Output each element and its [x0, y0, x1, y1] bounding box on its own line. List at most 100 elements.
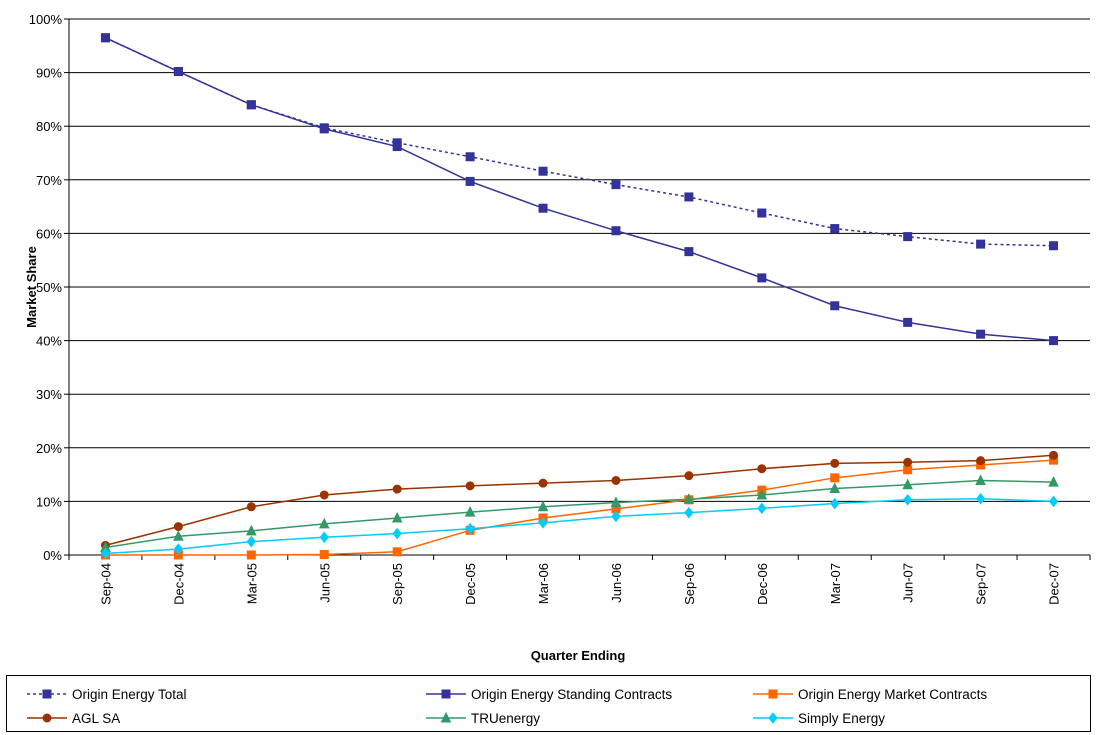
y-tick-labels: 0% 10% 20% 30% 40% 50% 60% 70% 80% 90% 100% — [29, 12, 63, 563]
series-line — [105, 454, 1054, 547]
data-point — [318, 517, 330, 529]
data-point — [829, 482, 841, 494]
data-point — [465, 481, 475, 491]
x-tick-label: Sep-07 — [974, 563, 989, 605]
legend-item: AGL SA — [27, 711, 120, 726]
data-point — [246, 100, 256, 110]
series-0 — [100, 33, 1059, 251]
y-tick-label: 60% — [36, 226, 62, 241]
data-point — [1049, 336, 1059, 346]
legend-marker — [440, 711, 452, 723]
legend-item: Origin Energy Total — [27, 687, 187, 702]
data-point — [1049, 450, 1059, 460]
data-point — [465, 152, 475, 162]
legend-item: TRUenergy — [426, 711, 540, 726]
data-point — [391, 511, 403, 523]
data-point — [464, 506, 476, 517]
legend-marker — [768, 689, 778, 699]
x-tick-label: Dec-06 — [755, 563, 770, 605]
data-point — [684, 471, 694, 481]
legend-marker — [441, 689, 451, 699]
data-point — [756, 488, 768, 500]
data-point — [902, 478, 913, 490]
data-point — [611, 510, 621, 523]
data-point — [319, 124, 329, 134]
data-point — [392, 142, 402, 152]
data-point — [610, 496, 622, 507]
series-line — [105, 497, 1054, 555]
x-tick-label: Mar-06 — [536, 563, 551, 604]
legend-item: Origin Energy Standing Contracts — [426, 687, 672, 702]
legend-label: AGL SA — [72, 711, 120, 726]
y-tick-label: 50% — [36, 280, 62, 295]
x-axis-title: Quarter Ending — [531, 648, 626, 663]
legend-label: Origin Energy Total — [72, 687, 187, 702]
x-tick-labels: Sep-04 Dec-04 Mar-05 Jun-05 Sep-05 Dec-05 Mar-… — [98, 563, 1061, 605]
x-tick-label: Dec-04 — [171, 563, 186, 605]
data-point — [392, 484, 402, 494]
data-point — [975, 492, 986, 505]
data-point — [173, 543, 184, 555]
series-1 — [100, 33, 1059, 346]
y-tick-label: 80% — [36, 119, 62, 134]
legend-item: Origin Energy Market Contracts — [753, 687, 987, 702]
data-point — [100, 33, 110, 43]
legend-box — [6, 675, 1091, 732]
x-tick-label: Jun-07 — [901, 563, 916, 603]
data-point — [757, 502, 767, 515]
data-point — [173, 530, 184, 541]
x-tick-label: Mar-07 — [828, 563, 843, 604]
x-tick-label: Sep-05 — [390, 563, 405, 605]
data-point — [975, 474, 986, 485]
series-5 — [100, 492, 1059, 560]
data-point — [246, 535, 256, 548]
data-point — [903, 493, 913, 506]
data-point — [392, 527, 402, 540]
legend-marker — [768, 712, 778, 724]
data-point — [684, 192, 694, 202]
data-point — [830, 473, 840, 483]
x-tick-label: Jun-05 — [317, 563, 332, 603]
series-line — [105, 479, 1054, 549]
data-point — [173, 67, 183, 77]
series-line — [105, 37, 1054, 342]
data-point — [173, 522, 183, 532]
series-3 — [100, 450, 1059, 550]
data-point — [757, 273, 767, 283]
legend-marker — [42, 713, 52, 723]
data-point — [246, 550, 256, 560]
gridlines — [64, 18, 1091, 560]
series-4 — [100, 474, 1059, 552]
y-tick-label: 90% — [36, 66, 62, 81]
data-point — [538, 517, 548, 529]
x-tick-label: Sep-04 — [98, 563, 113, 605]
legend-label: Origin Energy Standing Contracts — [471, 687, 672, 702]
data-point — [538, 203, 548, 213]
series-line — [105, 459, 1054, 556]
data-point — [976, 456, 986, 466]
data-point — [903, 317, 913, 327]
y-tick-label: 30% — [36, 387, 62, 402]
data-point — [1049, 241, 1059, 251]
legend-item: Simply Energy — [753, 711, 885, 726]
y-tick-label: 0% — [43, 548, 62, 563]
data-point — [611, 180, 621, 190]
series-2 — [100, 455, 1059, 560]
data-point — [903, 465, 913, 475]
y-tick-label: 100% — [29, 12, 63, 27]
data-point — [683, 493, 695, 504]
data-point — [246, 502, 256, 512]
data-point — [830, 301, 840, 311]
legend-label: TRUenergy — [471, 711, 540, 726]
data-point — [319, 531, 329, 544]
data-point — [611, 475, 621, 485]
data-point — [611, 226, 621, 236]
data-point — [757, 464, 767, 474]
y-axis-title: Market Share — [24, 246, 39, 328]
data-point — [830, 458, 840, 468]
x-tick-label: Mar-05 — [244, 563, 259, 604]
x-tick-label: Dec-05 — [463, 563, 478, 605]
legend: Origin Energy Total Origin Energy Standin… — [6, 675, 1091, 732]
data-point — [100, 547, 111, 560]
